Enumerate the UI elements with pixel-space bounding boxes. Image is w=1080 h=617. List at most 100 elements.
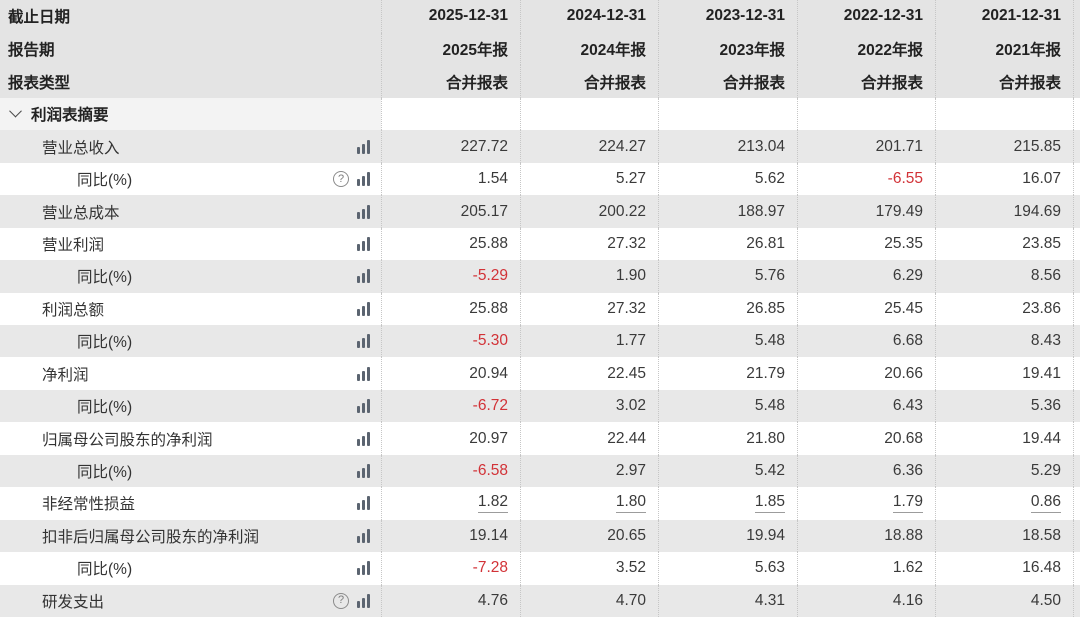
bar-chart-icon[interactable] (357, 301, 370, 316)
bar-chart-icon[interactable] (357, 593, 370, 608)
cell-value: 6.68 (797, 325, 935, 358)
header-value: 合并报表 (520, 65, 658, 98)
value-text: 26.81 (746, 234, 785, 252)
bar-chart-icon[interactable] (357, 236, 370, 251)
header-value: 2021年报 (935, 32, 1073, 66)
value-text[interactable]: 1.80 (615, 493, 646, 514)
help-icon[interactable]: ? (333, 171, 349, 188)
bar-chart-icon[interactable] (357, 399, 370, 414)
table-row: 同比(%) -6.72 3.02 5.48 6.43 5.36 (0, 389, 1080, 423)
header-value: 2023年报 (658, 32, 797, 66)
table-right-edge (1073, 422, 1080, 455)
value-text: 16.48 (1022, 559, 1061, 577)
row-label: 营业总收入 (42, 139, 120, 157)
value-text: 1.54 (477, 170, 508, 188)
cell-value: 25.45 (797, 292, 935, 326)
header-value: 2025-12-31 (381, 0, 520, 33)
table-right-edge (1073, 454, 1080, 488)
bar-chart-icon[interactable] (357, 204, 370, 219)
cell-value: 1.90 (520, 260, 658, 293)
value-text[interactable]: 1.82 (477, 493, 508, 514)
value-text: 20.66 (884, 364, 923, 382)
table-right-edge (1073, 389, 1080, 423)
chevron-down-icon[interactable] (9, 104, 22, 118)
cell-value: 27.32 (520, 227, 658, 261)
row-label: 同比(%) (77, 172, 133, 190)
cell-value: 20.94 (381, 357, 520, 390)
value-text: -6.58 (472, 462, 508, 479)
table-row: 同比(%) -7.28 3.52 5.63 1.62 16.48 (0, 552, 1080, 585)
value-text: 6.29 (892, 267, 923, 285)
value-text: 5.63 (754, 559, 785, 577)
cell-value: -6.72 (381, 389, 520, 423)
cell-value: 5.29 (935, 454, 1073, 488)
bar-chart-icon[interactable] (357, 431, 370, 446)
section-label-cell: 利润表摘要 (0, 97, 381, 131)
bar-chart-icon[interactable] (357, 496, 370, 511)
row-label-cell: 同比(%) (0, 455, 381, 487)
header-value: 2022-12-31 (797, 0, 935, 33)
row-label-cell: 同比(%) (0, 390, 381, 422)
value-text: 18.58 (1022, 526, 1061, 544)
value-text: 224.27 (598, 137, 646, 155)
bar-chart-icon[interactable] (357, 334, 370, 349)
bar-chart-icon[interactable] (357, 561, 370, 576)
table-row: 净利润 20.94 22.45 21.79 20.66 19.41 (0, 357, 1080, 390)
header-value: 合并报表 (381, 65, 520, 98)
header-label: 截止日期 (8, 9, 71, 27)
cell-value[interactable]: 1.79 (797, 487, 935, 520)
row-label-cell: 同比(%) (0, 260, 381, 292)
cell-value[interactable]: 1.82 (381, 487, 520, 520)
row-label: 营业利润 (42, 236, 105, 254)
value-text: 19.44 (1022, 429, 1061, 447)
value-text: 1.62 (892, 559, 923, 577)
cell-value[interactable]: 0.86 (935, 487, 1073, 520)
table-row: 同比(%) -6.58 2.97 5.42 6.36 5.29 (0, 454, 1080, 488)
help-icon[interactable]: ? (333, 592, 349, 609)
cell-value: 179.49 (797, 195, 935, 228)
table-right-edge (1073, 519, 1080, 553)
cell-value: 6.43 (797, 389, 935, 423)
section-title: 利润表摘要 (31, 107, 109, 125)
table-row: 同比(%)? 1.54 5.27 5.62 -6.55 16.07 (0, 162, 1080, 196)
cell-value[interactable]: 1.85 (658, 487, 797, 520)
cell-value: 200.22 (520, 195, 658, 228)
value-text: -5.30 (472, 332, 508, 350)
cell-value: 5.48 (658, 389, 797, 423)
cell-value: 5.36 (935, 389, 1073, 423)
value-text: 26.85 (746, 299, 785, 317)
value-text[interactable]: 1.85 (754, 493, 785, 514)
table-right-edge (1073, 162, 1080, 196)
bar-chart-icon[interactable] (357, 269, 370, 284)
header-value: 2024-12-31 (520, 0, 658, 33)
row-label: 利润总额 (42, 301, 105, 319)
row-label-cell: 利润总额 (0, 293, 381, 325)
value-text: 19.14 (469, 526, 508, 544)
table-right-edge (1073, 584, 1080, 617)
value-text[interactable]: 1.79 (892, 493, 923, 514)
cell-value: 5.76 (658, 260, 797, 293)
cell-value: 25.88 (381, 292, 520, 326)
cell-value: 224.27 (520, 130, 658, 163)
bar-chart-icon[interactable] (357, 172, 370, 187)
section-empty-cell (935, 97, 1073, 131)
bar-chart-icon[interactable] (357, 139, 370, 154)
cell-value: 5.42 (658, 454, 797, 488)
bar-chart-icon[interactable] (357, 464, 370, 478)
value-text[interactable]: 0.86 (1030, 493, 1061, 514)
bar-chart-icon[interactable] (357, 366, 370, 381)
bar-chart-icon[interactable] (357, 528, 370, 543)
value-text: 25.45 (884, 299, 923, 317)
header-label: 报表类型 (8, 74, 71, 92)
cell-value: 4.31 (658, 584, 797, 617)
row-icons (357, 487, 370, 519)
header-value: 2022年报 (797, 32, 935, 66)
value-text: -6.72 (472, 397, 508, 415)
cell-value: 22.44 (520, 422, 658, 455)
value-text: 3.52 (615, 559, 646, 577)
cell-value: 18.58 (935, 519, 1073, 553)
table-row: 营业总收入 227.72 224.27 213.04 201.71 215.85 (0, 130, 1080, 163)
cell-value[interactable]: 1.80 (520, 487, 658, 520)
section-row-income-statement[interactable]: 利润表摘要 (0, 97, 1080, 131)
cell-value: 19.94 (658, 519, 797, 553)
